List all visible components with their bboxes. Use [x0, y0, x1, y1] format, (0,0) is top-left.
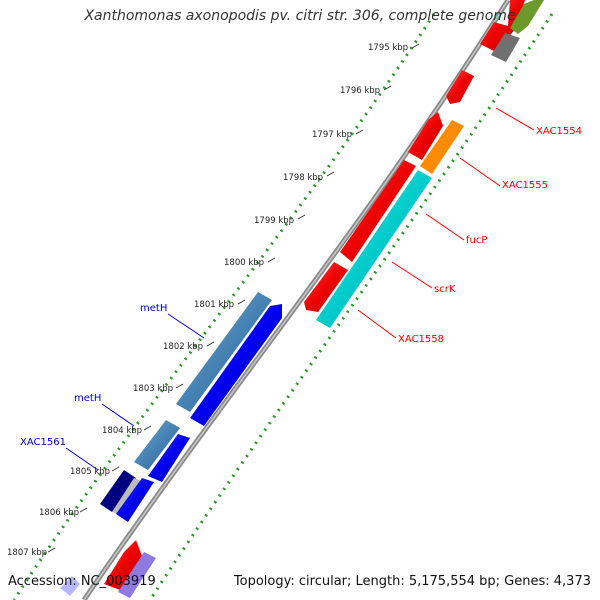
tick-label-1805: 1805 kbp: [70, 467, 110, 477]
genome-summary: Topology: circular; Length: 5,175,554 bp…: [233, 574, 591, 589]
label-xac1555[interactable]: XAC1555: [502, 180, 548, 191]
gene-meth2-blue[interactable]: [148, 434, 190, 482]
gene-meth-blue[interactable]: [190, 304, 282, 426]
gene-red-long-lower[interactable]: [304, 262, 348, 312]
label-xac1558[interactable]: XAC1558: [398, 334, 444, 345]
tick-label-1795: 1795 kbp: [368, 43, 408, 53]
gene-top-red[interactable]: [480, 0, 525, 52]
gene-fucp-red[interactable]: [340, 160, 416, 262]
label-scrk[interactable]: scrK: [434, 284, 456, 295]
gene-xac1554[interactable]: [446, 70, 474, 104]
tick-label-1796: 1796 kbp: [340, 86, 380, 96]
tick-label-1803: 1803 kbp: [133, 384, 173, 394]
genome-title: Xanthomonas axonopodis pv. citri str. 30…: [84, 8, 516, 24]
tick-marks: [47, 43, 420, 553]
tick-label-1798: 1798 kbp: [283, 173, 323, 183]
accession-text: Accession: NC_003919: [8, 574, 156, 589]
label-meth-1[interactable]: metH: [140, 303, 167, 314]
tick-label-1806: 1806 kbp: [39, 508, 79, 518]
label-xac1554[interactable]: XAC1554: [536, 126, 582, 137]
gene-meth2-steel[interactable]: [134, 420, 180, 470]
outer-dotted-guide: [12, 13, 436, 600]
gene-xac1561-blue[interactable]: [116, 478, 154, 522]
gene-top-gray[interactable]: [491, 33, 520, 62]
genome-backbone-highlight: [83, 0, 509, 600]
tick-label-1801: 1801 kbp: [194, 300, 234, 310]
gene-bottom-purple[interactable]: [118, 552, 156, 598]
gene-cyan[interactable]: [316, 170, 432, 328]
label-fucp[interactable]: fucP: [466, 235, 487, 246]
tick-label-1800: 1800 kbp: [224, 258, 264, 268]
gene-top-olive[interactable]: [510, 0, 544, 34]
tick-label-1804: 1804 kbp: [102, 426, 142, 436]
tick-label-1797: 1797 kbp: [312, 130, 352, 140]
gene-xac1555-red[interactable]: [408, 112, 443, 160]
tick-label-1799: 1799 kbp: [254, 216, 294, 226]
gene-bottom-lavender[interactable]: [60, 576, 80, 596]
label-meth-2[interactable]: metH: [74, 393, 101, 404]
gene-meth-steel[interactable]: [176, 292, 272, 412]
gene-xac1561-navy[interactable]: [100, 470, 136, 512]
label-xac1561[interactable]: XAC1561: [20, 437, 66, 448]
gene-orange[interactable]: [420, 120, 464, 174]
gene-bottom-red[interactable]: [104, 540, 142, 590]
tick-label-1807: 1807 kbp: [7, 548, 47, 558]
tick-label-1802: 1802 kbp: [163, 342, 203, 352]
red-leader-lines: [357, 107, 535, 339]
blue-leader-lines: [65, 313, 205, 471]
inner-dotted-guide: [148, 13, 554, 600]
